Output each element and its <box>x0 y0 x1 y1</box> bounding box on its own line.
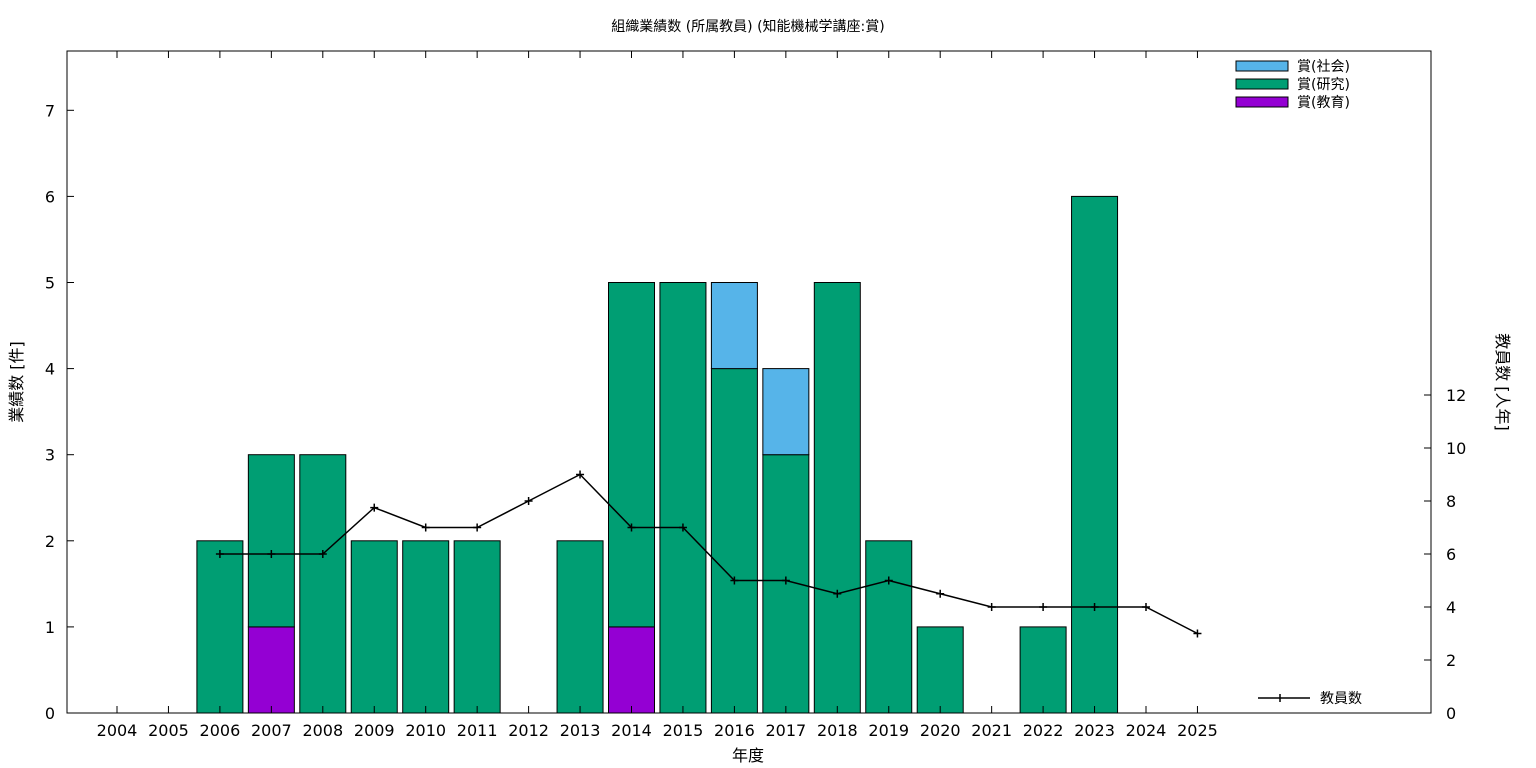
x-tick-label-2019: 2019 <box>868 721 909 740</box>
faculty-point-2018 <box>833 589 842 598</box>
x-tick-label-2023: 2023 <box>1074 721 1115 740</box>
x-tick-label-2009: 2009 <box>354 721 395 740</box>
bar-2023-series-1 <box>1071 195 1119 714</box>
x-tick-label-2022: 2022 <box>1023 721 1064 740</box>
faculty-point-2014 <box>627 523 636 532</box>
y2-tick-label-4: 4 <box>1446 598 1456 617</box>
bar-2007-series-0 <box>247 626 295 714</box>
x-axis: 2004 2005 2006 2007 2008 2009 2010 2011 2012 2013… <box>97 51 1218 740</box>
faculty-point-2022 <box>1039 603 1048 611</box>
bar-2016-series-2 <box>710 282 758 370</box>
bars-group <box>196 195 1119 714</box>
faculty-point-2021 <box>987 603 996 611</box>
y-axis-label: 業績数 [件] <box>7 341 26 423</box>
x-tick-label-2020: 2020 <box>920 721 961 740</box>
faculty-point-2020 <box>936 589 945 598</box>
x-tick-label-2012: 2012 <box>508 721 549 740</box>
y2-tick-label-2: 2 <box>1446 651 1456 670</box>
legend-line-label: 教員数 <box>1320 691 1362 707</box>
faculty-point-2006 <box>215 550 224 558</box>
plot-frame <box>66 50 1432 714</box>
faculty-point-2011 <box>473 523 482 532</box>
x-tick-label-2016: 2016 <box>714 721 755 740</box>
y2-tick-label-8: 8 <box>1446 492 1456 511</box>
y-axis: 0 1 2 3 4 5 6 7 <box>45 101 74 723</box>
faculty-point-2013 <box>576 470 585 479</box>
y2-tick-label-6: 6 <box>1446 545 1456 564</box>
bar-2019-series-1 <box>865 540 913 714</box>
faculty-point-2025 <box>1193 629 1202 638</box>
x-tick-label-2025: 2025 <box>1177 721 1218 740</box>
bar-2011-series-1 <box>453 540 501 714</box>
y-tick-label-5: 5 <box>45 274 55 293</box>
x-tick-label-2006: 2006 <box>200 721 241 740</box>
y-tick-label-4: 4 <box>45 360 55 379</box>
x-tick-label-2015: 2015 <box>663 721 704 740</box>
faculty-point-2017 <box>781 576 790 585</box>
bar-2016-series-1 <box>710 368 758 714</box>
legend: 賞(社会) 賞(研究) 賞(教育) 教員数 <box>1235 59 1362 707</box>
faculty-point-2024 <box>1142 603 1150 611</box>
bar-2010-series-1 <box>402 540 450 714</box>
chart-title: 組織業績数 (所属教員) (知能機械学講座:賞) <box>611 18 884 35</box>
bar-2020-series-1 <box>916 626 964 714</box>
faculty-point-2007 <box>267 550 276 558</box>
legend-swatch-2 <box>1235 96 1289 108</box>
faculty-point-2010 <box>421 523 430 532</box>
y-tick-label-3: 3 <box>45 446 55 465</box>
faculty-count-line <box>219 473 1198 635</box>
x-tick-label-2013: 2013 <box>560 721 601 740</box>
faculty-point-2009 <box>370 503 379 512</box>
faculty-point-2016 <box>730 576 739 585</box>
y2-tick-label-12: 12 <box>1446 386 1466 405</box>
x-tick-label-2005: 2005 <box>148 721 189 740</box>
x-tick-label-2021: 2021 <box>971 721 1012 740</box>
bar-2015-series-1 <box>659 282 707 714</box>
y-tick-label-6: 6 <box>45 187 55 206</box>
line-group <box>215 470 1202 638</box>
y2-tick-label-0: 0 <box>1446 704 1456 723</box>
x-tick-label-2007: 2007 <box>251 721 292 740</box>
x-tick-label-2017: 2017 <box>765 721 806 740</box>
bar-2018-series-1 <box>813 282 861 714</box>
y2-axis: 0 2 4 6 8 10 12 <box>1424 386 1466 723</box>
legend-label-0: 賞(社会) <box>1297 59 1350 75</box>
faculty-point-2023 <box>1090 603 1099 611</box>
bar-2014-series-0 <box>608 626 655 714</box>
faculty-point-2019 <box>884 576 893 585</box>
bar-2013-series-1 <box>556 540 604 714</box>
bar-2008-series-1 <box>299 454 347 714</box>
x-tick-label-2024: 2024 <box>1126 721 1167 740</box>
legend-swatch-1 <box>1235 78 1289 90</box>
legend-swatch-0 <box>1235 60 1289 72</box>
bar-2006-series-1 <box>196 540 244 714</box>
faculty-point-2008 <box>318 550 327 558</box>
y-tick-label-1: 1 <box>45 618 55 637</box>
legend-label-2: 賞(教育) <box>1297 95 1350 111</box>
x-axis-label: 年度 <box>732 746 764 765</box>
bar-2007-series-1 <box>247 454 295 628</box>
x-tick-label-2004: 2004 <box>97 721 138 740</box>
x-tick-label-2008: 2008 <box>302 721 343 740</box>
bar-2009-series-1 <box>350 540 398 714</box>
legend-label-1: 賞(研究) <box>1297 77 1350 93</box>
bar-2017-series-2 <box>762 368 810 456</box>
bar-2022-series-1 <box>1019 626 1067 714</box>
bar-2014-series-1 <box>608 282 655 628</box>
y-tick-label-7: 7 <box>45 101 55 120</box>
y2-axis-label: 教員数 [人年] <box>1493 333 1512 431</box>
y-tick-label-0: 0 <box>45 704 55 723</box>
faculty-point-2012 <box>524 497 533 505</box>
x-tick-label-2018: 2018 <box>817 721 858 740</box>
x-tick-label-2011: 2011 <box>457 721 498 740</box>
y-tick-label-2: 2 <box>45 532 55 551</box>
y2-tick-label-10: 10 <box>1446 439 1466 458</box>
x-tick-label-2010: 2010 <box>405 721 446 740</box>
x-tick-label-2014: 2014 <box>611 721 652 740</box>
faculty-point-2015 <box>678 523 687 532</box>
